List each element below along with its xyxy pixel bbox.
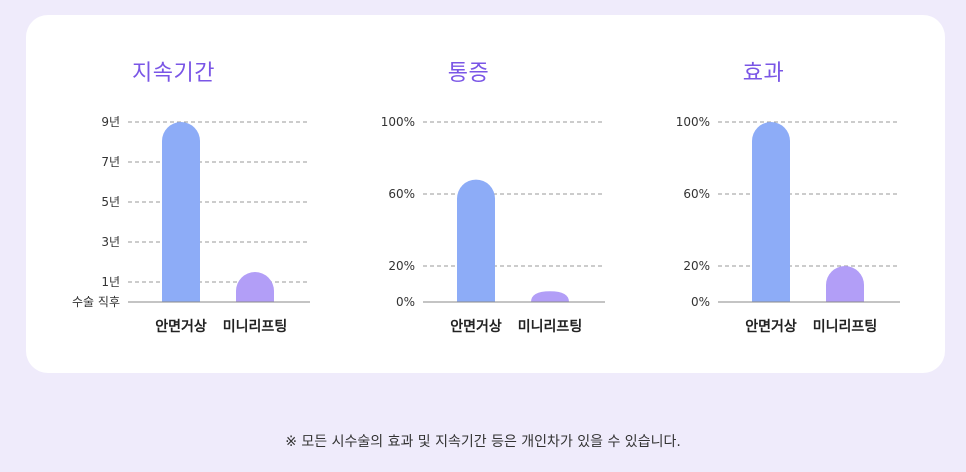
x-category-label: 미니리프팅 <box>813 318 877 335</box>
chart-title: 통증 <box>447 61 490 86</box>
chart-svg: 0% 20% 60% 100% 안면거상 미니리프팅 <box>381 115 605 335</box>
x-category-label: 미니리프팅 <box>518 318 582 335</box>
y-tick-label: 수술 직후 <box>72 295 120 309</box>
bar-mini-lifting <box>236 272 274 302</box>
bar-face-lift <box>457 179 495 302</box>
x-category-label: 미니리프팅 <box>223 318 287 335</box>
x-category-label: 안면거상 <box>155 318 207 335</box>
y-tick-label: 9년 <box>101 115 120 129</box>
y-tick-label: 20% <box>388 259 415 273</box>
x-category-label: 안면거상 <box>450 318 502 335</box>
footnote: ※ 모든 시수술의 효과 및 지속기간 등은 개인차가 있을 수 있습니다. <box>285 434 681 450</box>
bar-face-lift <box>752 122 790 302</box>
bar-mini-lifting <box>826 266 864 302</box>
chart-title: 지속기간 <box>132 61 215 86</box>
y-tick-label: 1년 <box>101 275 120 289</box>
bar-face-lift <box>162 122 200 302</box>
y-tick-label: 100% <box>381 115 415 129</box>
chart-panel-pain: 통증 0% 20% 60% 100% 안면거상 미니리프팅 <box>321 15 616 373</box>
y-tick-label: 60% <box>683 187 710 201</box>
chart-title: 효과 <box>742 61 785 86</box>
y-tick-label: 7년 <box>101 155 120 169</box>
bar-mini-lifting <box>531 291 569 302</box>
y-tick-label: 0% <box>691 295 710 309</box>
y-tick-label: 100% <box>676 115 710 129</box>
y-tick-label: 60% <box>388 187 415 201</box>
y-tick-label: 3년 <box>101 235 120 249</box>
chart-panel-effect: 효과 0% 20% 60% 100% 안면거상 미니리프팅 <box>616 15 911 373</box>
y-tick-label: 0% <box>396 295 415 309</box>
chart-svg: 0% 20% 60% 100% 안면거상 미니리프팅 <box>676 115 900 335</box>
y-tick-label: 20% <box>683 259 710 273</box>
x-category-label: 안면거상 <box>745 318 797 335</box>
y-tick-label: 5년 <box>101 195 120 209</box>
